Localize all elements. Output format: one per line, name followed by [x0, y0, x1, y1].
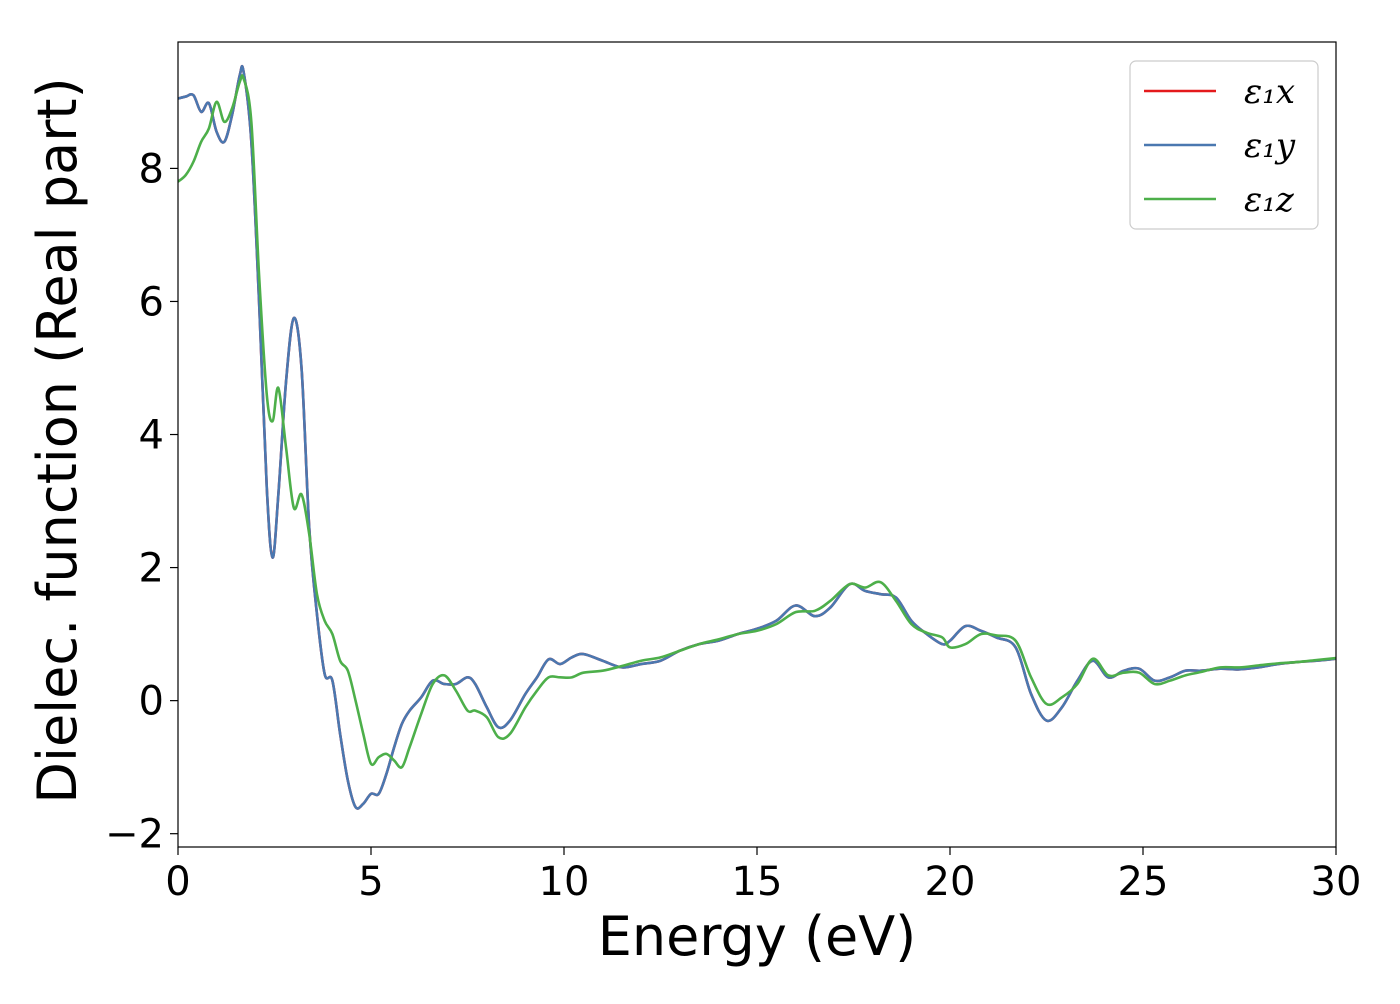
- x-tick-label: 20: [925, 859, 976, 905]
- x-tick-label: 25: [1118, 859, 1169, 905]
- y-tick-label: 2: [139, 546, 164, 592]
- series-line-3: [178, 74, 1336, 769]
- y-tick-label: 6: [139, 279, 164, 325]
- x-tick-label: 15: [732, 859, 783, 905]
- x-tick-label: 5: [358, 859, 383, 905]
- y-axis-title: Dielec. function (Real part): [26, 77, 89, 803]
- y-tick-label: 4: [139, 413, 164, 459]
- x-tick-label: 0: [165, 859, 190, 905]
- x-tick-label: 10: [539, 859, 590, 905]
- series-layer: [178, 64, 1336, 810]
- y-tick-label: 0: [139, 679, 164, 725]
- y-tick-label: 8: [139, 146, 164, 192]
- x-axis: 0 5 10 15 20 25 30: [165, 847, 1361, 905]
- x-tick-label: 30: [1311, 859, 1362, 905]
- legend-label-3: ε₁z: [1244, 180, 1295, 220]
- y-tick-label: −2: [105, 812, 164, 858]
- x-axis-title: Energy (eV): [598, 905, 917, 968]
- y-axis: −2 0 2 4 6 8: [105, 146, 178, 858]
- legend: ε₁x ε₁y ε₁z: [1129, 60, 1319, 230]
- legend-label-1: ε₁x: [1244, 72, 1295, 112]
- legend-box: [1129, 60, 1319, 230]
- legend-label-2: ε₁y: [1244, 126, 1296, 166]
